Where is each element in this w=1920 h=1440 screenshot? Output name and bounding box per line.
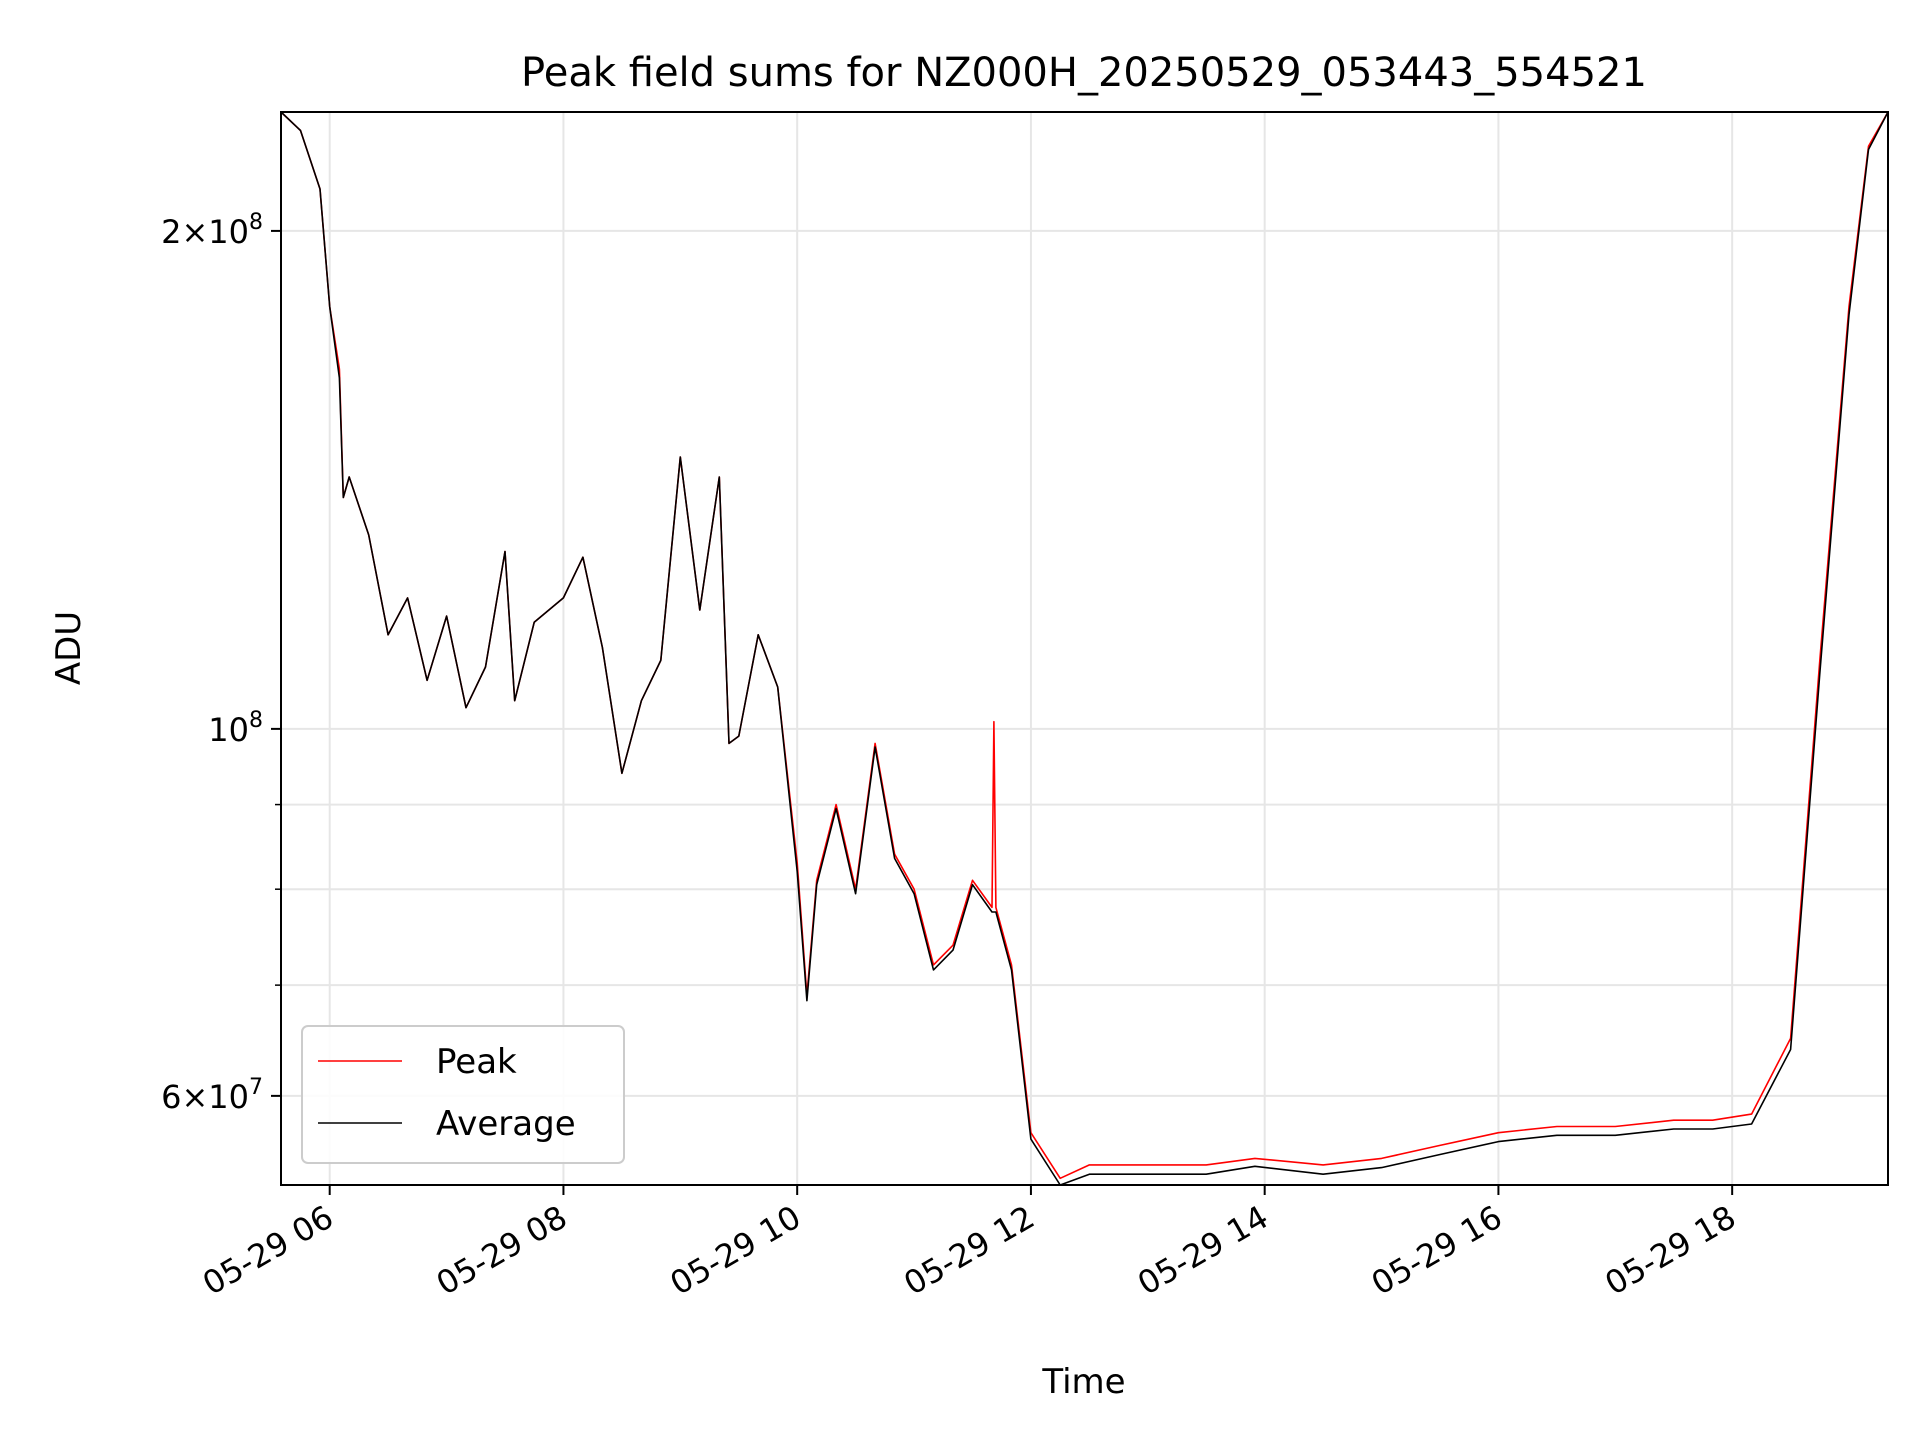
series-layer (280, 111, 1889, 1186)
y-tick-label: 108 (208, 708, 263, 749)
legend-label-average: Average (436, 1104, 576, 1144)
grid (281, 112, 1888, 1185)
y-tick-label: 6×107 (161, 1075, 263, 1116)
y-axis: 6×107 108 2×108 (161, 210, 281, 1116)
legend-label-peak: Peak (436, 1042, 517, 1082)
x-axis-label: Time (1041, 1362, 1125, 1402)
plot-frame (280, 111, 1889, 1186)
y-tick-label: 2×108 (161, 210, 263, 251)
y-axis-label: ADU (49, 611, 89, 685)
chart-title: Peak field sums for NZ000H_20250529_0534… (521, 50, 1647, 96)
legend: Peak Average (301, 1025, 625, 1164)
series-line-average (280, 111, 1889, 1186)
